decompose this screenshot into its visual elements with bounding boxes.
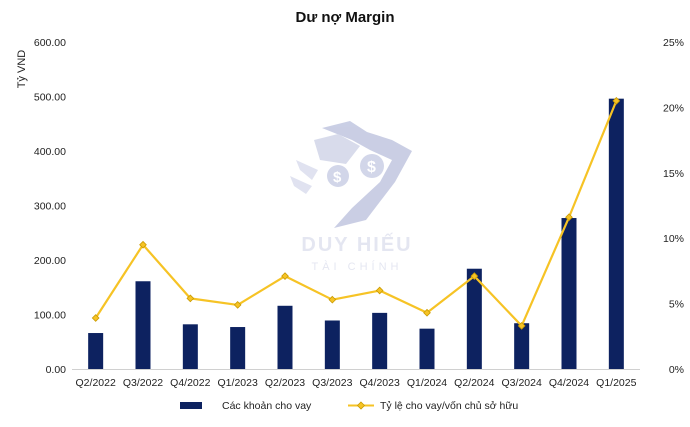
bar-series (88, 98, 624, 370)
line-series (91, 96, 621, 330)
x-tick-label: Q4/2022 (170, 377, 210, 389)
y2-axis-ticks: 0% 5% 10% 15% 20% 25% (663, 37, 684, 376)
bar (324, 320, 340, 369)
line-point (91, 314, 100, 322)
bar (182, 324, 198, 369)
bar (372, 312, 388, 369)
bar (514, 323, 530, 369)
bar (135, 281, 151, 369)
line-path (94, 100, 618, 327)
x-tick-label: Q1/2023 (218, 377, 258, 389)
y-axis-label: Tỷ VND (16, 50, 28, 89)
y-tick-label: 300.00 (34, 201, 66, 213)
x-tick-label: Q1/2025 (596, 377, 636, 389)
y2-tick-label: 25% (663, 37, 684, 49)
bar (88, 333, 104, 369)
legend-bar-label: Các khoản cho vay (222, 400, 312, 412)
y-tick-label: 600.00 (34, 37, 66, 49)
x-tick-label: Q4/2024 (549, 377, 589, 389)
y-tick-label: 200.00 (34, 255, 66, 267)
watermark-brand: DUY HIẾU (301, 233, 412, 256)
line-point (470, 272, 479, 280)
x-tick-label: Q3/2024 (502, 377, 542, 389)
watermark-subtitle: TÀI CHÍNH (312, 260, 403, 273)
chart-title: Dư nợ Margin (295, 9, 394, 26)
line-point (139, 240, 147, 249)
bar (277, 305, 293, 369)
line-point (328, 295, 337, 304)
line-point (233, 301, 242, 309)
y-tick-label: 100.00 (34, 310, 66, 322)
x-tick-label: Q3/2023 (312, 377, 352, 389)
line-point (375, 286, 384, 295)
bar (608, 98, 624, 370)
y2-tick-label: 15% (663, 168, 684, 180)
x-tick-label: Q2/2023 (265, 377, 305, 389)
line-point (517, 321, 526, 330)
legend: Các khoản cho vay Tỷ lệ cho vay/vốn chủ … (180, 400, 518, 412)
legend-line-label: Tỷ lệ cho vay/vốn chủ sở hữu (380, 400, 518, 412)
y-axis-ticks: 0.00 100.00 200.00 300.00 400.00 500.00 600.00 (34, 37, 66, 376)
bar (230, 327, 246, 369)
y2-tick-label: 5% (669, 299, 684, 311)
y2-tick-label: 20% (663, 102, 684, 114)
line-point (612, 96, 621, 105)
y2-tick-label: 10% (663, 233, 684, 245)
x-tick-label: Q2/2022 (76, 377, 116, 389)
y-tick-label: 500.00 (34, 92, 66, 104)
line-point (565, 213, 573, 222)
legend-line-marker (356, 401, 366, 410)
line-point (186, 294, 195, 303)
y-tick-label: 400.00 (34, 146, 66, 158)
y2-tick-label: 0% (669, 364, 684, 376)
x-tick-label: Q2/2024 (454, 377, 494, 389)
svg-text:$: $ (333, 169, 342, 186)
svg-text:$: $ (367, 159, 376, 176)
watermark: $ $ DUY HIẾU TÀI CHÍNH (290, 121, 412, 273)
y-tick-label: 0.00 (46, 364, 67, 376)
x-tick-label: Q1/2024 (407, 377, 447, 389)
legend-bar-swatch (180, 402, 202, 409)
line-point (281, 272, 289, 280)
x-tick-label: Q3/2022 (123, 377, 163, 389)
x-tick-label: Q4/2023 (360, 377, 400, 389)
bar (466, 268, 482, 369)
dollar-shield-logo-icon: $ $ (290, 121, 412, 228)
bar (419, 328, 435, 369)
line-point (423, 308, 431, 317)
bar (561, 218, 577, 369)
x-axis-ticks: Q2/2022 Q3/2022 Q4/2022 Q1/2023 Q2/2023 Q3/20… (76, 377, 637, 389)
